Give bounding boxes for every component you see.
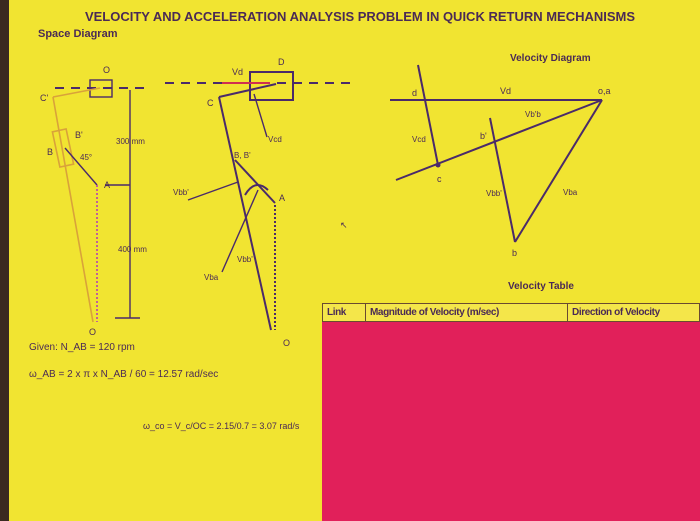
column-header-direction: Direction of Velocity xyxy=(572,307,660,318)
label-vd: Vd xyxy=(500,86,511,96)
label-vd: Vd xyxy=(232,67,243,77)
label-400mm: 400 mm xyxy=(118,245,147,254)
given-omega-co: ω_co = V_c/OC = 2.15/0.7 = 3.07 rad/s xyxy=(143,421,300,431)
label-a: A xyxy=(279,193,285,203)
label-o-top: O xyxy=(103,65,110,75)
label-vcd: Vcd xyxy=(268,135,282,144)
label-vba: Vba xyxy=(204,273,219,282)
label-b: b xyxy=(512,248,517,258)
screen-edge xyxy=(0,0,9,521)
vector-vba xyxy=(221,189,259,273)
table-body xyxy=(322,322,700,521)
mechanism-diagram: D Vd C Vcd B, B' Vbb' A Vbb' Vba O ↖ xyxy=(165,57,355,348)
label-b-prime: B' xyxy=(75,130,83,140)
given-omega-ab: ω_AB = 2 x π x N_AB / 60 = 12.57 rad/sec xyxy=(29,369,218,380)
label-o-bottom: O xyxy=(89,327,96,337)
velocity-diagram-heading: Velocity Diagram xyxy=(510,53,591,64)
label-c: c xyxy=(437,174,442,184)
label-d: d xyxy=(412,88,417,98)
label-c-prime: C' xyxy=(40,93,48,103)
link-cd xyxy=(52,87,101,98)
slide-title: VELOCITY AND ACCELERATION ANALYSIS PROBL… xyxy=(85,9,635,24)
label-vbb-2: Vbb' xyxy=(486,189,502,198)
vector-vbb xyxy=(395,99,603,181)
link-cd xyxy=(218,83,277,98)
label-a: A xyxy=(104,180,110,190)
link-oc xyxy=(218,96,272,331)
velocity-diagram: Velocity Diagram o,a d Vd Vb'b Vcd b' c … xyxy=(390,53,611,258)
label-300mm: 300 mm xyxy=(116,137,145,146)
space-diagram: O C' B B' 45° A O 300 mm 400 mm xyxy=(40,65,147,337)
label-b-prime: b' xyxy=(480,131,487,141)
space-diagram-heading: Space Diagram xyxy=(38,28,118,40)
rotation-arrow-icon xyxy=(244,184,269,196)
label-angle: 45° xyxy=(80,153,92,162)
label-c: C xyxy=(207,98,214,108)
label-d: D xyxy=(278,57,285,67)
vector-vcd xyxy=(417,64,439,166)
velocity-table-heading: Velocity Table xyxy=(508,281,574,292)
label-vcd: Vcd xyxy=(412,135,426,144)
label-bb: B, B' xyxy=(234,151,251,160)
label-vbb: Vbb' xyxy=(173,188,189,197)
mouse-cursor-icon: ↖ xyxy=(340,220,348,230)
label-o: O xyxy=(283,338,290,348)
given-rpm: Given: N_AB = 120 rpm xyxy=(29,342,135,353)
column-header-magnitude: Magnitude of Velocity (m/sec) xyxy=(366,304,568,321)
vector-vba xyxy=(514,99,603,243)
vector-vcd xyxy=(253,93,268,138)
crank-ab xyxy=(234,159,276,204)
vector-vbb xyxy=(187,181,239,201)
link-oc xyxy=(52,96,94,323)
column-header-link: Link xyxy=(323,304,366,321)
slider-b xyxy=(51,127,75,169)
vector-vbb-2 xyxy=(489,117,516,243)
point-c xyxy=(435,162,441,168)
label-vbb-2: Vbb' xyxy=(237,255,253,264)
label-b: B xyxy=(47,147,53,157)
slider-d xyxy=(249,71,294,101)
label-oa: o,a xyxy=(598,86,611,96)
slider-block xyxy=(89,79,113,98)
table-header: Link Magnitude of Velocity (m/sec) Direc… xyxy=(322,303,700,322)
velocity-table: Link Magnitude of Velocity (m/sec) Direc… xyxy=(322,303,700,521)
label-vba: Vba xyxy=(563,188,578,197)
crank-ab xyxy=(64,147,98,186)
label-vbb: Vb'b xyxy=(525,110,541,119)
